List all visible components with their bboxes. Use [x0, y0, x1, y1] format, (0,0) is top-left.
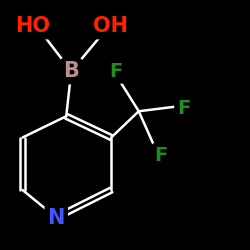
Text: F: F: [177, 99, 190, 118]
Text: HO: HO: [15, 16, 50, 36]
Text: B: B: [63, 61, 79, 81]
Text: F: F: [110, 62, 123, 81]
Text: N: N: [48, 208, 65, 228]
Text: OH: OH: [92, 16, 128, 36]
Text: F: F: [154, 146, 168, 165]
